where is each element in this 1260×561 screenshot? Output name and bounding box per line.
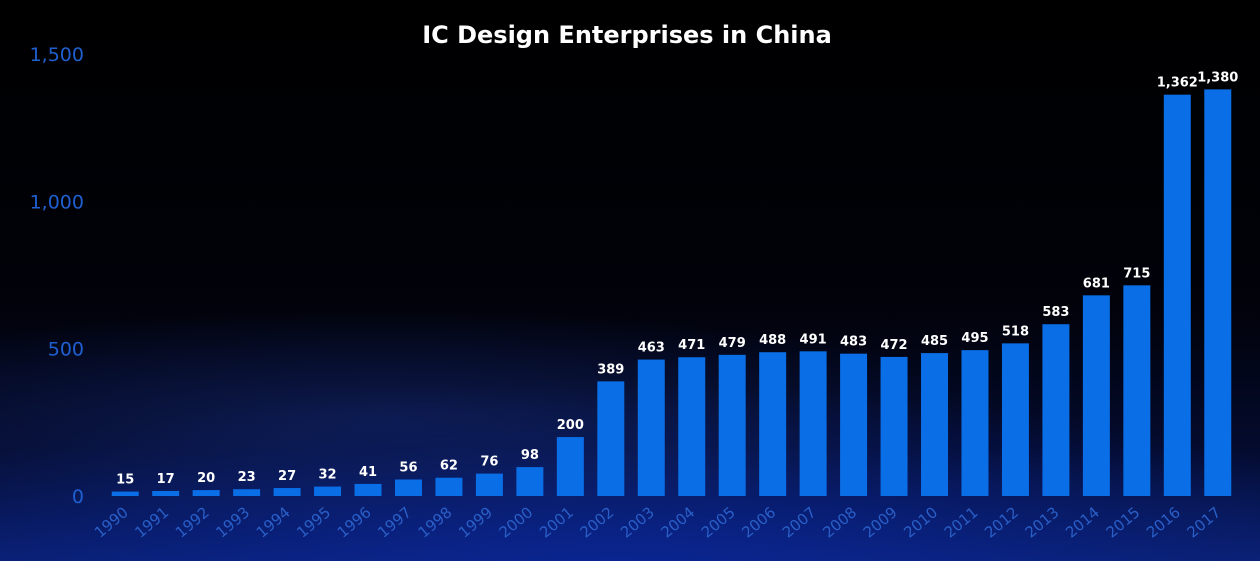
bar [718,354,746,496]
data-label: 98 [521,448,539,463]
x-tick-label: 2015 [1103,503,1144,541]
data-label: 76 [480,455,498,470]
bar [1204,89,1232,497]
bar [678,357,706,496]
bar [314,486,342,496]
data-label: 56 [399,460,417,475]
bar [1163,94,1191,496]
bar [111,491,139,496]
data-label: 41 [359,465,377,480]
x-tick-label: 1997 [374,503,415,541]
y-tick-label: 0 [72,486,84,508]
x-tick-label: 2002 [577,503,618,541]
bar [921,353,949,496]
data-label: 200 [557,418,584,433]
data-label: 483 [840,335,867,350]
bar [759,352,787,496]
data-label: 15 [116,473,134,488]
data-label: 495 [961,331,988,346]
bar [435,477,463,496]
data-label: 32 [319,468,337,483]
bar [475,473,503,496]
data-label: 471 [678,338,705,353]
x-tick-label: 2008 [819,503,860,541]
x-tick-label: 2009 [860,503,901,541]
bar [637,359,665,496]
bar [516,467,544,496]
bar [394,479,422,496]
bar [192,490,220,496]
x-tick-label: 1998 [415,503,456,541]
y-tick-label: 500 [48,339,84,361]
x-tick-label: 2016 [1143,503,1184,541]
x-tick-label: 2001 [536,503,577,541]
data-label: 62 [440,459,458,474]
y-tick-label: 1,000 [30,191,84,213]
x-tick-label: 2000 [496,503,537,541]
x-tick-label: 2004 [657,503,698,541]
x-tick-label: 1994 [253,503,294,541]
bars-group [111,89,1232,497]
chart-title: IC Design Enterprises in China [422,21,832,49]
x-axis: 1990 1991 1992 1993 1994 1995 1996 1997 1998 1999… [91,503,1224,541]
x-tick-label: 2013 [1022,503,1063,541]
x-tick-label: 2003 [617,503,658,541]
bar [273,488,301,496]
bar [1001,343,1029,496]
data-label: 1,362 [1157,76,1198,91]
data-label: 488 [759,333,786,348]
x-tick-label: 1992 [172,503,213,541]
bar [880,356,908,496]
bar [354,483,382,496]
bar [1123,285,1151,496]
bar [1082,295,1110,496]
bar [1042,324,1070,496]
data-label: 479 [719,336,746,351]
x-tick-label: 2010 [900,503,941,541]
x-tick-label: 2017 [1184,503,1225,541]
x-tick-label: 1993 [212,503,253,541]
bar [961,350,989,496]
data-label: 491 [800,332,827,347]
data-labels-group: 15 17 20 23 27 32 41 56 62 76 98 200 389 463 471 479 488… [116,70,1238,487]
bar [799,351,827,496]
bar [597,381,625,496]
data-label: 23 [238,470,256,485]
bar [840,353,868,496]
y-tick-label: 1,500 [30,44,84,66]
bar [556,437,584,496]
data-label: 17 [157,472,175,487]
x-tick-label: 2012 [981,503,1022,541]
data-label: 583 [1042,305,1069,320]
data-label: 463 [638,341,665,356]
x-tick-label: 1990 [91,503,132,541]
x-tick-label: 1999 [455,503,496,541]
x-tick-label: 2005 [698,503,739,541]
x-tick-label: 2006 [738,503,779,541]
data-label: 485 [921,334,948,349]
x-tick-label: 2014 [1062,503,1103,541]
data-label: 1,380 [1197,70,1238,85]
x-tick-label: 2007 [779,503,820,541]
data-label: 472 [880,338,907,353]
data-label: 20 [197,471,215,486]
data-label: 715 [1123,266,1150,281]
x-tick-label: 1991 [131,503,172,541]
x-tick-label: 2011 [941,503,982,541]
x-tick-label: 1995 [293,503,334,541]
y-axis: 0 500 1,000 1,500 [30,44,84,508]
x-tick-label: 1996 [334,503,375,541]
data-label: 518 [1002,324,1029,339]
data-label: 27 [278,469,296,484]
data-label: 681 [1083,276,1110,291]
bar [152,490,180,496]
bar [233,489,261,496]
data-label: 389 [597,362,624,377]
